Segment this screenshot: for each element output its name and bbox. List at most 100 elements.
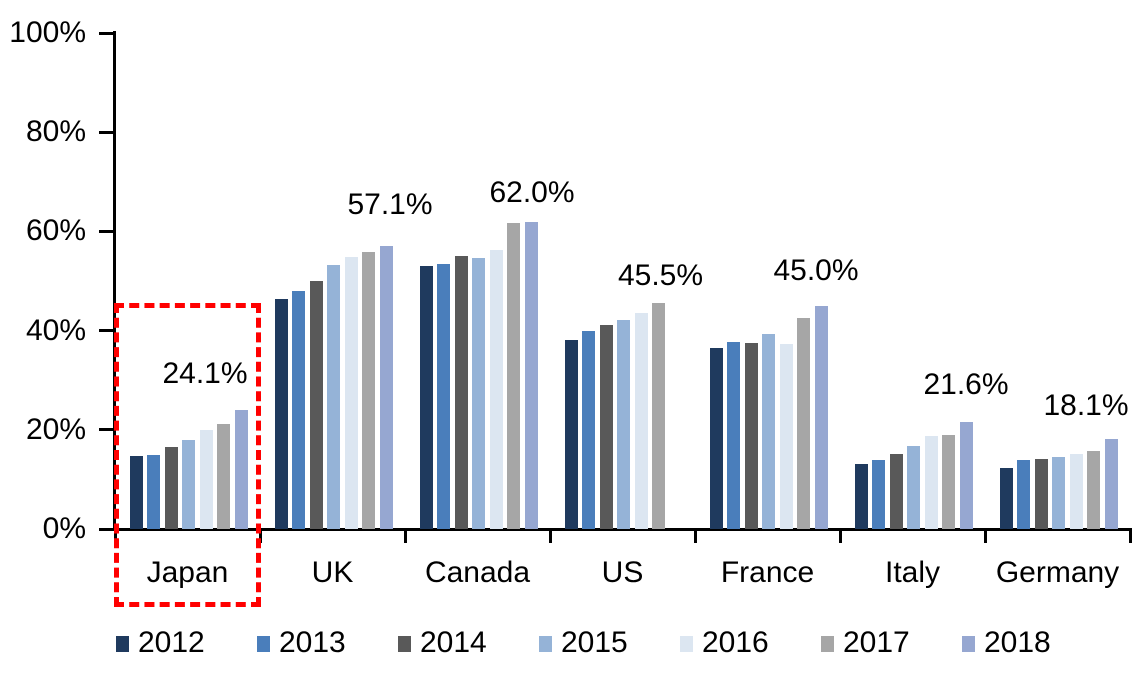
value-label-france: 45.0%: [773, 253, 859, 287]
value-label-germany: 18.1%: [1043, 389, 1129, 423]
y-axis-tick: [99, 31, 115, 35]
legend-swatch-2015: [539, 636, 552, 652]
bar-france-2017: [797, 318, 810, 529]
y-axis-line: [113, 31, 116, 531]
bar-us-2013: [582, 330, 595, 529]
category-label-france: France: [720, 556, 815, 589]
bar-france-2018: [814, 305, 828, 529]
bar-canada-2013: [437, 263, 450, 529]
bar-canada-2016: [489, 249, 503, 529]
bar-germany-2018: [1104, 439, 1118, 529]
bar-japan-2017: [217, 424, 230, 529]
y-axis-label: 0%: [42, 512, 86, 545]
bar-uk-2016: [344, 256, 358, 529]
bar-japan-2014: [164, 447, 178, 529]
category-label-japan: Japan: [146, 556, 229, 589]
bar-italy-2013: [872, 460, 885, 529]
legend-label-2014: 2014: [420, 626, 487, 659]
bar-uk-2014: [309, 281, 323, 529]
legend-item-2014: 2014: [398, 625, 518, 661]
x-axis-tick: [1129, 530, 1132, 543]
value-label-japan: 24.1%: [162, 356, 248, 390]
bar-germany-2013: [1017, 460, 1030, 529]
category-label-canada: Canada: [424, 556, 531, 589]
y-axis-tick: [99, 229, 115, 233]
highlight-box-japan: [114, 303, 261, 607]
legend-item-2018: 2018: [962, 625, 1082, 661]
bar-france-2014: [744, 342, 758, 529]
legend-item-2017: 2017: [821, 625, 941, 661]
bar-germany-2014: [1034, 458, 1048, 529]
bar-japan-2018: [234, 409, 248, 529]
x-axis-line: [113, 528, 1132, 531]
legend-label-2017: 2017: [843, 626, 910, 659]
bar-us-2012: [564, 340, 578, 529]
category-label-italy: Italy: [884, 556, 941, 589]
x-axis-tick: [839, 530, 842, 543]
legend: 2012 2013 2014 2015 2016 2017 2018: [0, 625, 1142, 665]
legend-swatch-2016: [680, 636, 693, 652]
bar-uk-2012: [274, 299, 288, 529]
legend-label-2018: 2018: [984, 626, 1051, 659]
bar-japan-2015: [182, 439, 195, 529]
x-axis-tick: [404, 530, 407, 543]
legend-item-2012: 2012: [116, 625, 236, 661]
value-label-canada: 62.0%: [489, 175, 575, 209]
bar-italy-2012: [854, 464, 868, 529]
bar-italy-2016: [924, 436, 938, 529]
y-axis-tick: [99, 527, 115, 531]
y-axis-label: 40%: [25, 313, 86, 347]
bar-uk-2018: [379, 245, 393, 529]
bar-italy-2018: [959, 421, 973, 529]
category-label-uk: UK: [311, 556, 354, 589]
value-label-uk: 57.1%: [347, 187, 433, 221]
x-axis-tick: [694, 530, 697, 543]
bar-germany-2012: [999, 467, 1013, 529]
value-label-italy: 21.6%: [923, 367, 1009, 401]
bar-germany-2017: [1087, 450, 1100, 529]
bar-us-2015: [617, 320, 630, 529]
category-label-us: US: [601, 556, 644, 589]
bar-canada-2018: [524, 221, 538, 529]
legend-item-2016: 2016: [680, 625, 800, 661]
legend-swatch-2014: [398, 636, 411, 652]
category-label-germany: Germany: [995, 556, 1120, 589]
bar-us-2016: [634, 312, 648, 529]
y-axis-label: 20%: [25, 412, 86, 446]
bar-germany-2015: [1052, 456, 1065, 529]
bar-japan-2012: [129, 455, 143, 529]
bar-france-2015: [762, 334, 775, 529]
legend-swatch-2012: [116, 636, 129, 652]
bar-uk-2013: [292, 290, 305, 529]
bar-us-2017: [652, 303, 665, 529]
bar-japan-2013: [147, 454, 160, 529]
bar-germany-2016: [1069, 453, 1083, 529]
x-axis-tick: [984, 530, 987, 543]
bar-italy-2017: [942, 435, 955, 529]
bar-uk-2017: [362, 251, 375, 529]
bar-us-2014: [599, 325, 613, 529]
bar-france-2012: [709, 348, 723, 529]
bar-canada-2015: [472, 257, 485, 529]
legend-item-2013: 2013: [257, 625, 377, 661]
legend-swatch-2017: [821, 636, 834, 652]
legend-item-2015: 2015: [539, 625, 659, 661]
bar-canada-2014: [454, 256, 468, 529]
y-axis-tick: [99, 130, 115, 134]
legend-swatch-2013: [257, 636, 270, 652]
bar-italy-2014: [889, 454, 903, 529]
bar-france-2013: [727, 341, 740, 529]
legend-label-2015: 2015: [561, 626, 628, 659]
legend-label-2016: 2016: [702, 626, 769, 659]
y-axis-tick: [99, 329, 115, 333]
bar-japan-2016: [199, 429, 213, 529]
y-axis-label: 80%: [25, 115, 86, 149]
legend-swatch-2018: [962, 636, 975, 652]
bar-canada-2012: [419, 266, 433, 529]
bar-italy-2015: [907, 446, 920, 529]
value-label-us: 45.5%: [617, 259, 704, 293]
bar-france-2016: [779, 344, 793, 529]
x-axis-tick: [549, 530, 552, 543]
y-axis-label: 100%: [9, 16, 86, 49]
